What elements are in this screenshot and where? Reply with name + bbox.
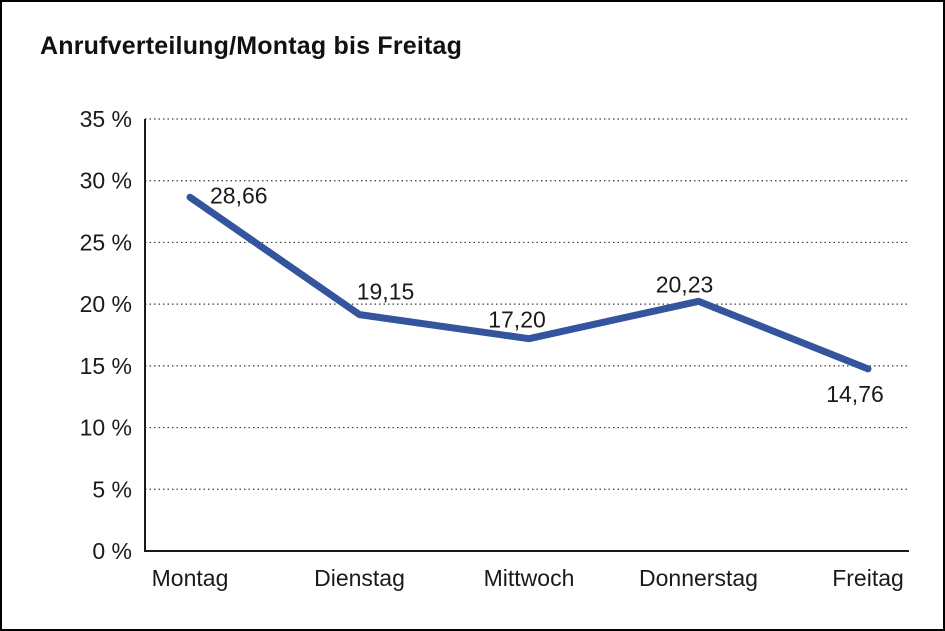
value-label: 28,66 [210, 182, 268, 208]
x-category-label: Mittwoch [484, 565, 575, 591]
y-tick-label: 10 % [80, 415, 132, 441]
y-tick-label: 30 % [80, 168, 132, 194]
data-line [186, 193, 872, 373]
x-category-label: Donnerstag [639, 565, 758, 591]
y-tick-label: 5 % [92, 476, 132, 502]
value-label: 19,15 [357, 279, 415, 305]
y-tick-label: 25 % [80, 229, 132, 255]
value-label: 20,23 [656, 271, 714, 297]
y-tick-label: 35 % [80, 106, 132, 132]
value-label: 17,20 [488, 307, 546, 333]
x-category-label: Montag [152, 565, 229, 591]
x-category-label: Freitag [832, 565, 904, 591]
y-tick-label: 20 % [80, 291, 132, 317]
value-label: 14,76 [826, 381, 884, 407]
x-category-label: Dienstag [314, 565, 405, 591]
y-tick-label: 0 % [92, 538, 132, 564]
chart-title: Anrufverteilung/Montag bis Freitag [40, 32, 463, 60]
y-tick-label: 15 % [80, 353, 132, 379]
